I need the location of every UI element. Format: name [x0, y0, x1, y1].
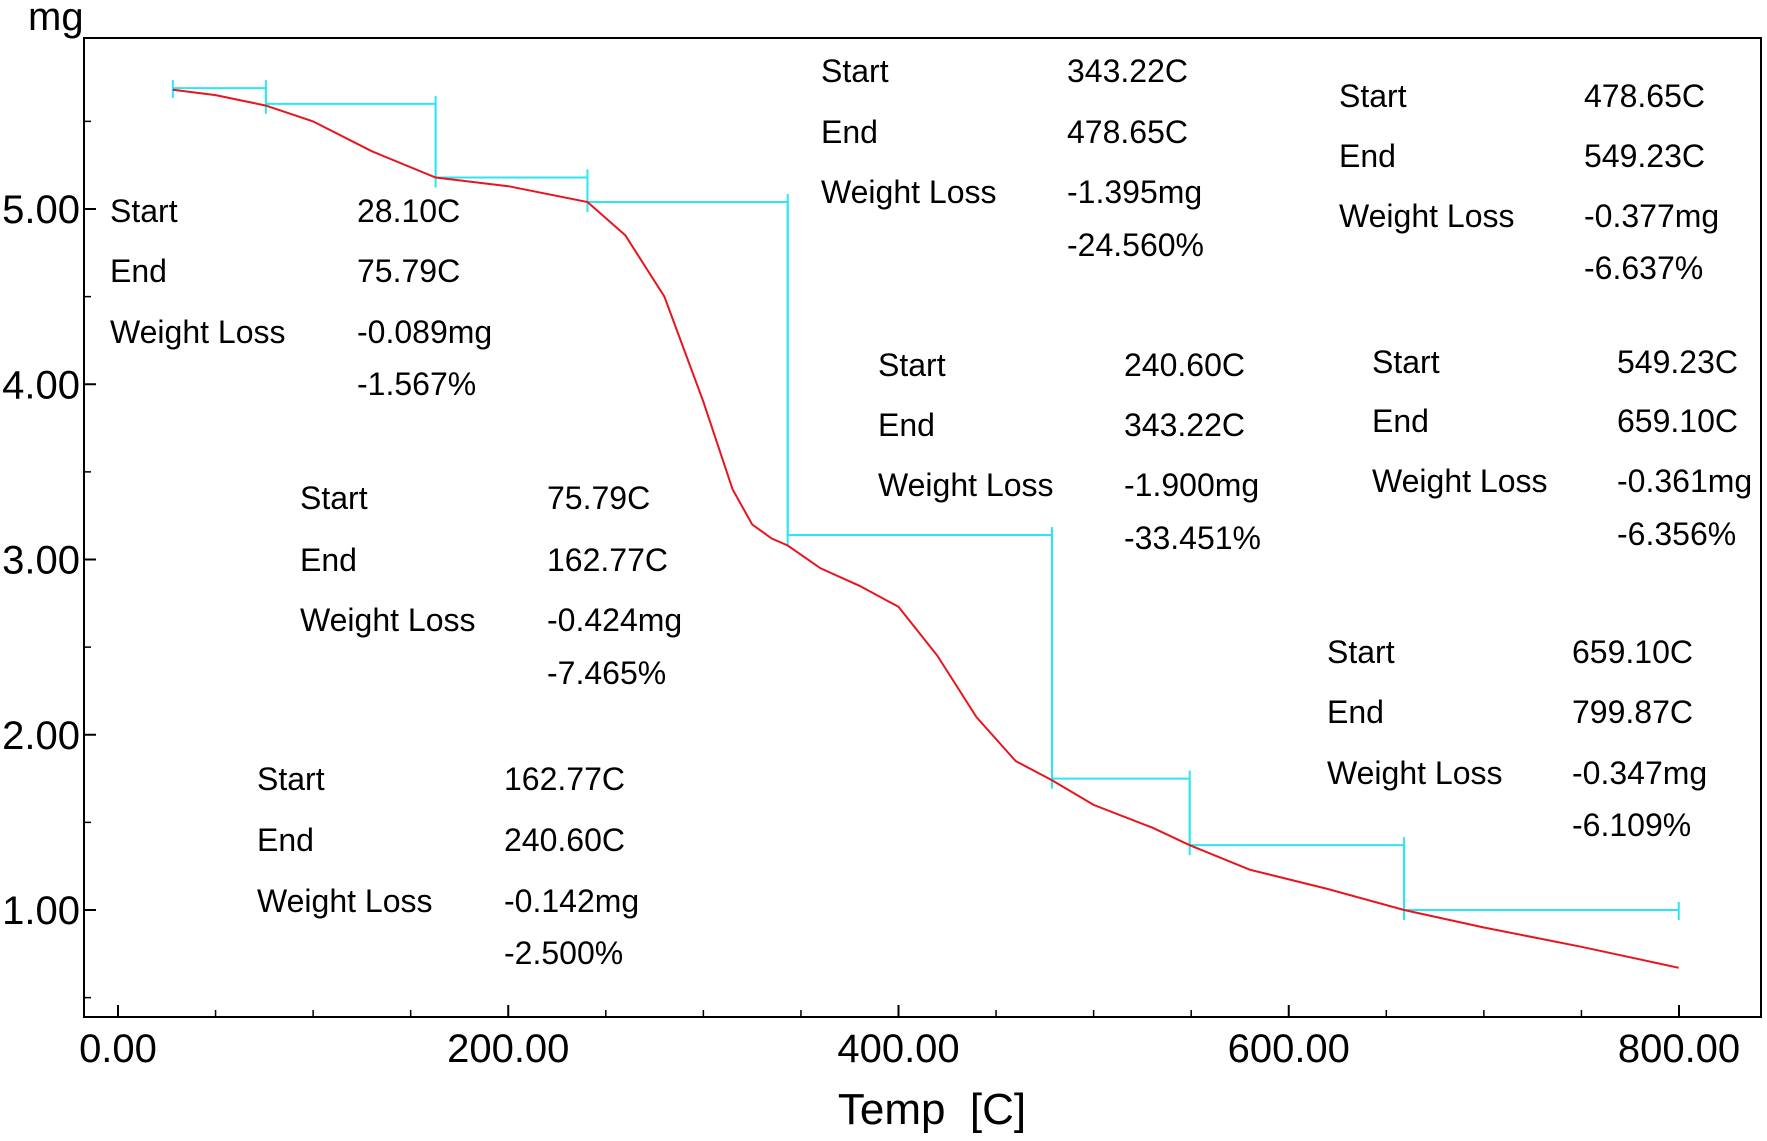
x-tick-label: 600.00 [1228, 1027, 1350, 1071]
annotation-loss-label: Weight Loss [300, 602, 476, 638]
annotation-step-4: Start 240.60C End 343.22C Weight Loss -1… [878, 347, 1261, 556]
annotation-start-value: 549.23C [1617, 344, 1738, 380]
annotation-end-label: End [1339, 138, 1396, 174]
annotation-loss-label: Weight Loss [878, 467, 1054, 503]
x-tick-label: 0.00 [79, 1027, 157, 1071]
annotation-loss-label: Weight Loss [1372, 463, 1548, 499]
annotation-start-value: 659.10C [1572, 634, 1693, 670]
x-axis-ticks: 0.00 200.00 400.00 600.00 800.00 [79, 1005, 1740, 1071]
annotation-loss-label: Weight Loss [1339, 198, 1515, 234]
y-tick-label: 1.00 [2, 889, 80, 933]
annotation-end-value: 75.79C [357, 253, 460, 289]
annotation-end-value: 549.23C [1584, 138, 1705, 174]
annotation-end-value: 162.77C [547, 542, 668, 578]
annotation-start-value: 75.79C [547, 480, 650, 516]
annotation-end-label: End [821, 114, 878, 150]
annotation-loss-mg: -0.347mg [1572, 755, 1707, 791]
plot-frame [83, 37, 1762, 1018]
annotation-loss-pct: -2.500% [504, 935, 623, 971]
annotation-loss-mg: -0.377mg [1584, 198, 1719, 234]
annotation-loss-label: Weight Loss [1327, 755, 1503, 791]
annotation-end-label: End [878, 407, 935, 443]
annotation-start-label: Start [1339, 78, 1407, 114]
annotation-start-value: 240.60C [1124, 347, 1245, 383]
annotation-step-5: Start 343.22C End 478.65C Weight Loss -1… [821, 53, 1204, 263]
weight-curve [172, 88, 1679, 969]
annotation-start-label: Start [1327, 634, 1395, 670]
step-markers [171, 80, 1680, 920]
annotation-end-label: End [1327, 694, 1384, 730]
annotation-start-label: Start [878, 347, 946, 383]
annotation-step-3: Start 162.77C End 240.60C Weight Loss -0… [257, 761, 639, 971]
annotation-end-label: End [1372, 403, 1429, 439]
annotation-end-label: End [110, 253, 167, 289]
annotation-step-6: Start 478.65C End 549.23C Weight Loss -0… [1339, 78, 1719, 286]
annotation-start-label: Start [300, 480, 368, 516]
annotation-start-label: Start [110, 193, 178, 229]
x-tick-label: 200.00 [447, 1027, 569, 1071]
annotation-loss-pct: -6.637% [1584, 250, 1703, 286]
annotation-end-label: End [300, 542, 357, 578]
y-tick-label: 5.00 [2, 188, 80, 232]
annotation-loss-pct: -1.567% [357, 366, 476, 402]
x-axis-title: Temp [C] [838, 1085, 1026, 1134]
y-axis-title: mg [28, 0, 84, 39]
annotation-loss-label: Weight Loss [110, 314, 286, 350]
annotation-loss-label: Weight Loss [257, 883, 433, 919]
annotation-loss-pct: -24.560% [1067, 227, 1204, 263]
annotation-end-value: 659.10C [1617, 403, 1738, 439]
annotation-start-value: 343.22C [1067, 53, 1188, 89]
annotation-step-7: Start 549.23C End 659.10C Weight Loss -0… [1372, 344, 1752, 552]
annotation-loss-mg: -0.424mg [547, 602, 682, 638]
annotation-step-2: Start 75.79C End 162.77C Weight Loss -0.… [300, 480, 682, 691]
y-axis-ticks: 1.00 2.00 3.00 4.00 5.00 [2, 120, 96, 999]
x-tick-label: 400.00 [837, 1027, 959, 1071]
annotation-loss-pct: -6.109% [1572, 807, 1691, 843]
y-tick-label: 4.00 [2, 363, 80, 407]
annotation-loss-mg: -0.142mg [504, 883, 639, 919]
annotation-loss-mg: -0.089mg [357, 314, 492, 350]
annotation-start-value: 162.77C [504, 761, 625, 797]
annotation-end-label: End [257, 822, 314, 858]
annotation-loss-mg: -1.900mg [1124, 467, 1259, 503]
annotation-end-value: 799.87C [1572, 694, 1693, 730]
annotation-loss-mg: -1.395mg [1067, 174, 1202, 210]
annotation-start-label: Start [257, 761, 325, 797]
x-tick-label: 800.00 [1618, 1027, 1740, 1071]
annotation-step-1: Start 28.10C End 75.79C Weight Loss -0.0… [110, 193, 492, 402]
annotation-start-label: Start [1372, 344, 1440, 380]
y-tick-label: 3.00 [2, 539, 80, 583]
annotation-loss-pct: -33.451% [1124, 520, 1261, 556]
annotation-end-value: 343.22C [1124, 407, 1245, 443]
annotation-start-label: Start [821, 53, 889, 89]
annotation-step-8: Start 659.10C End 799.87C Weight Loss -0… [1327, 634, 1707, 843]
annotation-loss-label: Weight Loss [821, 174, 997, 210]
y-tick-label: 2.00 [2, 714, 80, 758]
annotation-loss-pct: -7.465% [547, 655, 666, 691]
annotation-end-value: 240.60C [504, 822, 625, 858]
annotation-start-value: 28.10C [357, 193, 460, 229]
annotation-loss-pct: -6.356% [1617, 516, 1736, 552]
annotation-start-value: 478.65C [1584, 78, 1705, 114]
annotation-loss-mg: -0.361mg [1617, 463, 1752, 499]
annotation-end-value: 478.65C [1067, 114, 1188, 150]
